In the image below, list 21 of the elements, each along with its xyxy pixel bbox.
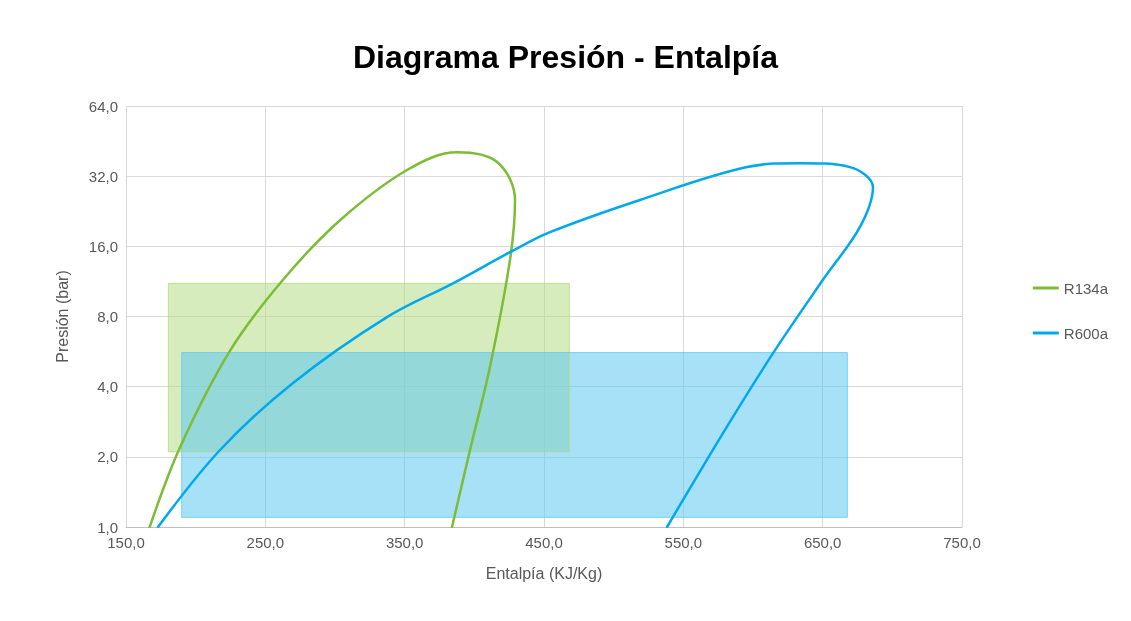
x-tick-label: 150,0 [107, 534, 145, 551]
x-tick-label: 450,0 [525, 534, 563, 551]
y-tick-label: 2,0 [97, 448, 118, 466]
x-tick-label: 350,0 [385, 534, 424, 551]
line-series [156, 161, 875, 529]
y-axis-title: Presión (bar) [53, 270, 71, 363]
chart-title: Diagrama Presión - Entalpía [352, 39, 779, 75]
x-tick-label: 250,0 [246, 534, 285, 551]
y-tick-label: 16,0 [88, 237, 118, 255]
y-tick-label: 32,0 [88, 167, 118, 185]
x-tick-label: 650,0 [803, 534, 842, 551]
x-tick-label: 550,0 [664, 534, 703, 551]
y-tick-label: 4,0 [97, 378, 118, 396]
legend-label: R134a [1063, 279, 1109, 297]
x-axis-title: Entalpía (KJ/Kg) [485, 564, 603, 582]
y-tick-label: 1,0 [97, 518, 118, 536]
line-series [148, 151, 517, 529]
x-tick-label: 750,0 [943, 534, 981, 551]
y-tick-label: 8,0 [97, 308, 118, 325]
y-tick-label: 64,0 [88, 97, 118, 115]
legend-label: R600a [1063, 324, 1109, 342]
